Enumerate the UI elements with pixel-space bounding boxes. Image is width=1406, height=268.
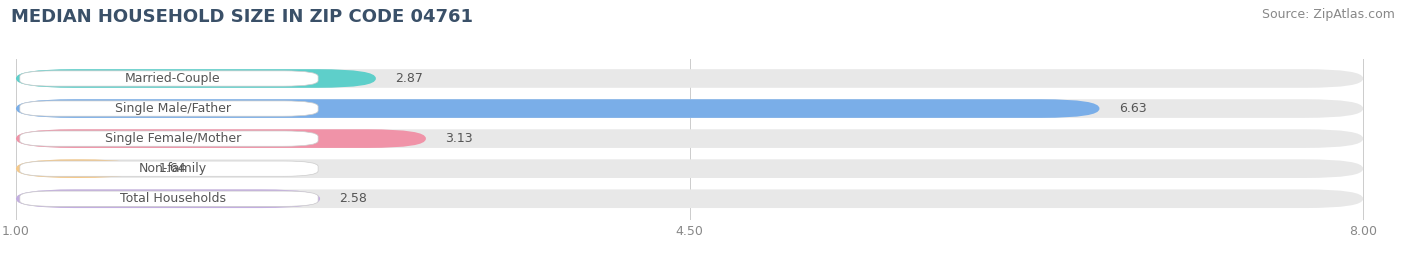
FancyBboxPatch shape (20, 71, 318, 86)
FancyBboxPatch shape (15, 129, 426, 148)
FancyBboxPatch shape (15, 189, 1362, 208)
FancyBboxPatch shape (15, 69, 375, 88)
FancyBboxPatch shape (15, 69, 1362, 88)
FancyBboxPatch shape (15, 129, 1362, 148)
Text: Source: ZipAtlas.com: Source: ZipAtlas.com (1261, 8, 1395, 21)
FancyBboxPatch shape (20, 131, 318, 146)
Text: 6.63: 6.63 (1119, 102, 1146, 115)
FancyBboxPatch shape (15, 99, 1099, 118)
Text: Total Households: Total Households (120, 192, 226, 205)
Text: Married-Couple: Married-Couple (125, 72, 221, 85)
FancyBboxPatch shape (20, 191, 318, 206)
FancyBboxPatch shape (15, 189, 321, 208)
Text: 2.87: 2.87 (395, 72, 423, 85)
FancyBboxPatch shape (20, 101, 318, 116)
Text: MEDIAN HOUSEHOLD SIZE IN ZIP CODE 04761: MEDIAN HOUSEHOLD SIZE IN ZIP CODE 04761 (11, 8, 474, 26)
FancyBboxPatch shape (15, 99, 1362, 118)
Text: 3.13: 3.13 (446, 132, 472, 145)
Text: 2.58: 2.58 (339, 192, 367, 205)
FancyBboxPatch shape (15, 159, 139, 178)
Text: 1.64: 1.64 (159, 162, 186, 175)
Text: Non-family: Non-family (139, 162, 207, 175)
FancyBboxPatch shape (20, 161, 318, 176)
Text: Single Male/Father: Single Male/Father (115, 102, 231, 115)
FancyBboxPatch shape (15, 159, 1362, 178)
Text: Single Female/Mother: Single Female/Mother (104, 132, 240, 145)
